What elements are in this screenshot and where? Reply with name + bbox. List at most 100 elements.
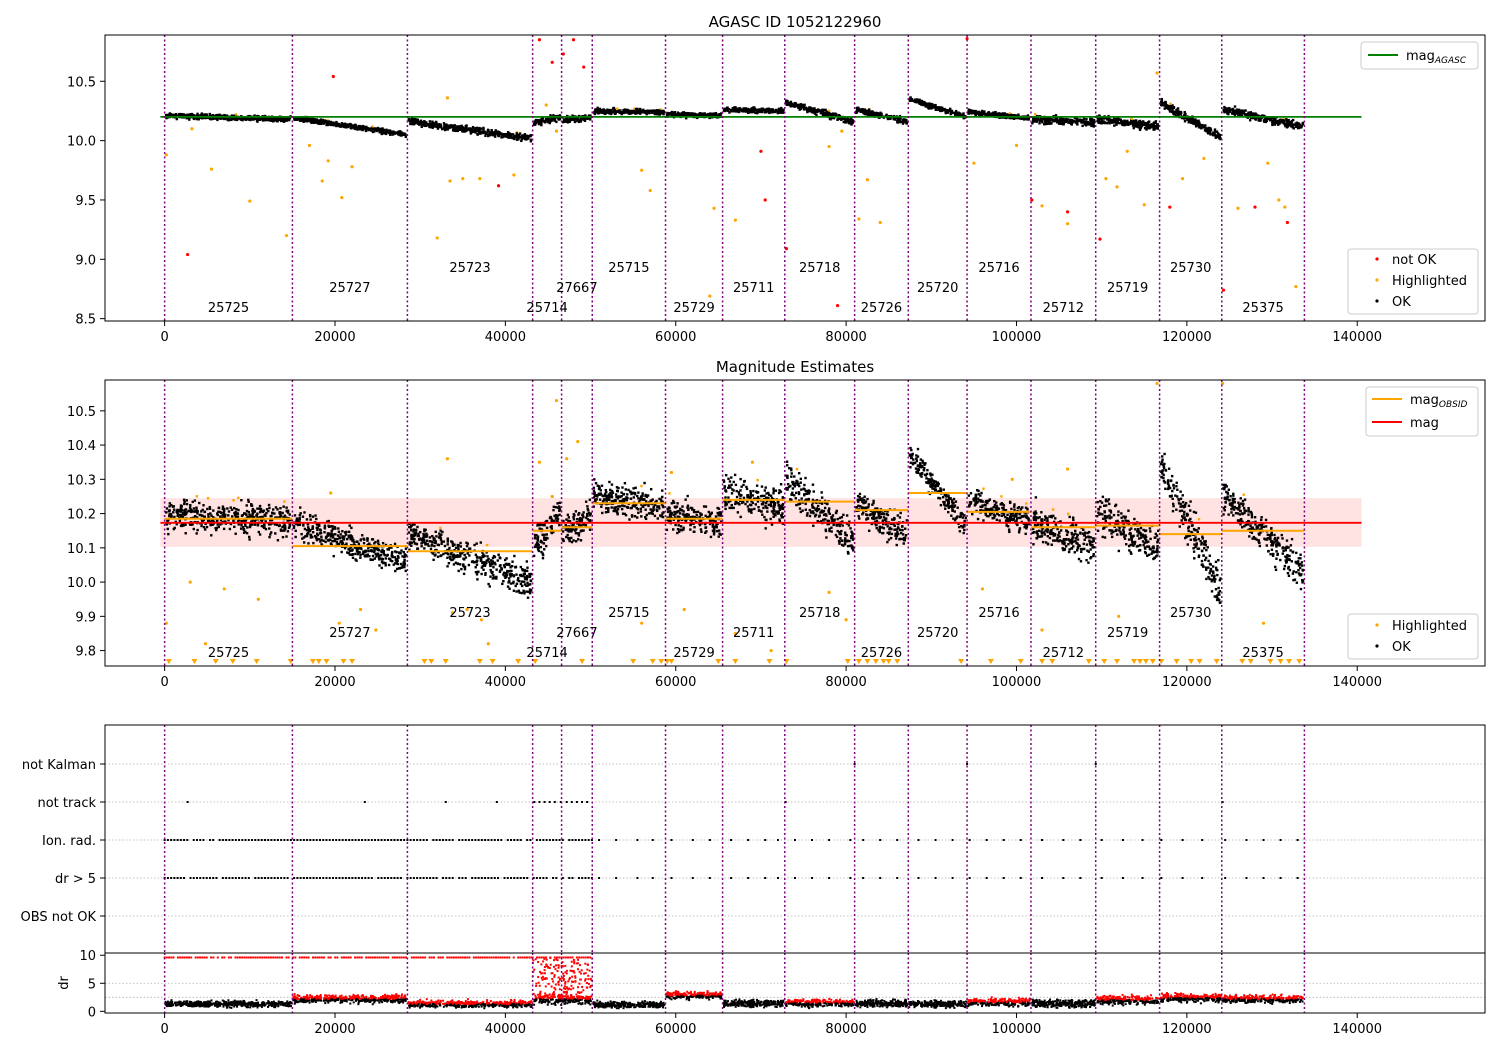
- ok-point: [959, 114, 962, 117]
- ok-point: [296, 118, 299, 121]
- ok-point: [167, 532, 170, 536]
- ok-point: [683, 113, 686, 116]
- ok-point: [593, 112, 597, 116]
- ok-point: [978, 112, 981, 116]
- ok-point: [345, 125, 348, 128]
- ok-point: [434, 120, 438, 124]
- ok-point: [267, 503, 271, 507]
- ok-point: [165, 507, 169, 510]
- obsid-label: 25729: [673, 301, 714, 316]
- ok-point: [203, 528, 207, 531]
- ok-point: [973, 112, 977, 116]
- ok-point: [242, 528, 246, 532]
- not-ok-point: [186, 252, 190, 257]
- ok-point: [691, 112, 694, 115]
- ok-point: [780, 106, 783, 110]
- ok-point: [294, 529, 297, 533]
- ok-point: [260, 524, 264, 528]
- ok-point: [611, 111, 614, 114]
- ok-point: [525, 560, 529, 563]
- ok-point: [975, 111, 979, 114]
- ok-point: [1162, 102, 1165, 105]
- ok-point: [182, 498, 186, 501]
- ok-point: [362, 125, 365, 128]
- ok-point: [1148, 120, 1151, 123]
- ok-point: [614, 112, 617, 115]
- ok-point: [414, 121, 417, 124]
- ok-point: [359, 539, 362, 542]
- ok-point: [264, 117, 267, 121]
- ok-point: [416, 525, 419, 529]
- ok-point: [570, 118, 573, 122]
- ok-point: [939, 106, 942, 109]
- ok-point: [1149, 124, 1153, 127]
- ok-point: [193, 499, 197, 502]
- ok-point: [1197, 123, 1200, 126]
- ok-point: [1276, 123, 1280, 126]
- ok-point: [424, 123, 427, 127]
- ok-point: [431, 126, 434, 129]
- ok-point: [351, 556, 355, 560]
- ok-point: [1085, 121, 1089, 124]
- ok-point: [874, 113, 878, 117]
- ok-point: [305, 116, 309, 120]
- ok-point: [937, 106, 940, 110]
- ok-point: [524, 136, 527, 140]
- ok-point: [322, 120, 326, 124]
- not-ok-point: [550, 60, 554, 64]
- ok-point: [222, 510, 226, 513]
- ok-point: [367, 547, 370, 550]
- ok-point: [680, 112, 684, 116]
- ok-point: [665, 113, 669, 117]
- obsid-label: 25726: [861, 301, 902, 316]
- ok-point: [974, 109, 977, 113]
- ok-point: [525, 138, 528, 141]
- ok-point: [913, 100, 917, 103]
- not-ok-point: [1253, 205, 1257, 209]
- ok-point: [256, 120, 259, 123]
- ok-point: [411, 117, 415, 121]
- ok-point: [1247, 111, 1250, 114]
- ok-point: [523, 133, 527, 136]
- ok-point: [239, 527, 243, 530]
- ok-point: [350, 526, 353, 530]
- ok-point: [375, 555, 378, 558]
- ok-point: [803, 103, 806, 107]
- ok-point: [1018, 116, 1021, 120]
- ok-point: [577, 120, 581, 124]
- ok-point: [246, 116, 249, 120]
- ok-point: [196, 528, 199, 532]
- ok-point: [493, 131, 497, 134]
- ok-point: [486, 130, 489, 133]
- ok-point: [594, 111, 597, 114]
- ok-point: [474, 570, 478, 574]
- ok-point: [776, 109, 779, 112]
- highlighted-point: [827, 109, 831, 113]
- ok-point: [433, 125, 436, 128]
- ok-point: [1164, 100, 1167, 104]
- ok-point: [190, 523, 193, 526]
- ok-point: [407, 117, 411, 121]
- ok-point: [385, 131, 388, 134]
- ok-point: [240, 498, 243, 502]
- ok-point: [433, 544, 436, 548]
- ok-point: [793, 104, 796, 107]
- ok-point: [208, 112, 212, 116]
- ok-point: [512, 137, 515, 140]
- highlighted-point: [1277, 198, 1281, 202]
- ok-point: [274, 532, 277, 535]
- ok-point: [920, 103, 923, 106]
- ok-point: [1031, 122, 1034, 125]
- ok-point: [707, 114, 711, 117]
- ok-point: [925, 104, 928, 107]
- ok-point: [540, 119, 543, 122]
- ok-point: [431, 123, 434, 126]
- ok-point: [939, 107, 942, 110]
- ok-point: [984, 114, 988, 117]
- ok-point: [1115, 117, 1119, 121]
- ok-point: [703, 113, 706, 116]
- ok-point: [752, 108, 755, 111]
- ok-point: [698, 114, 701, 117]
- ok-point: [245, 509, 249, 513]
- ok-point: [299, 119, 302, 122]
